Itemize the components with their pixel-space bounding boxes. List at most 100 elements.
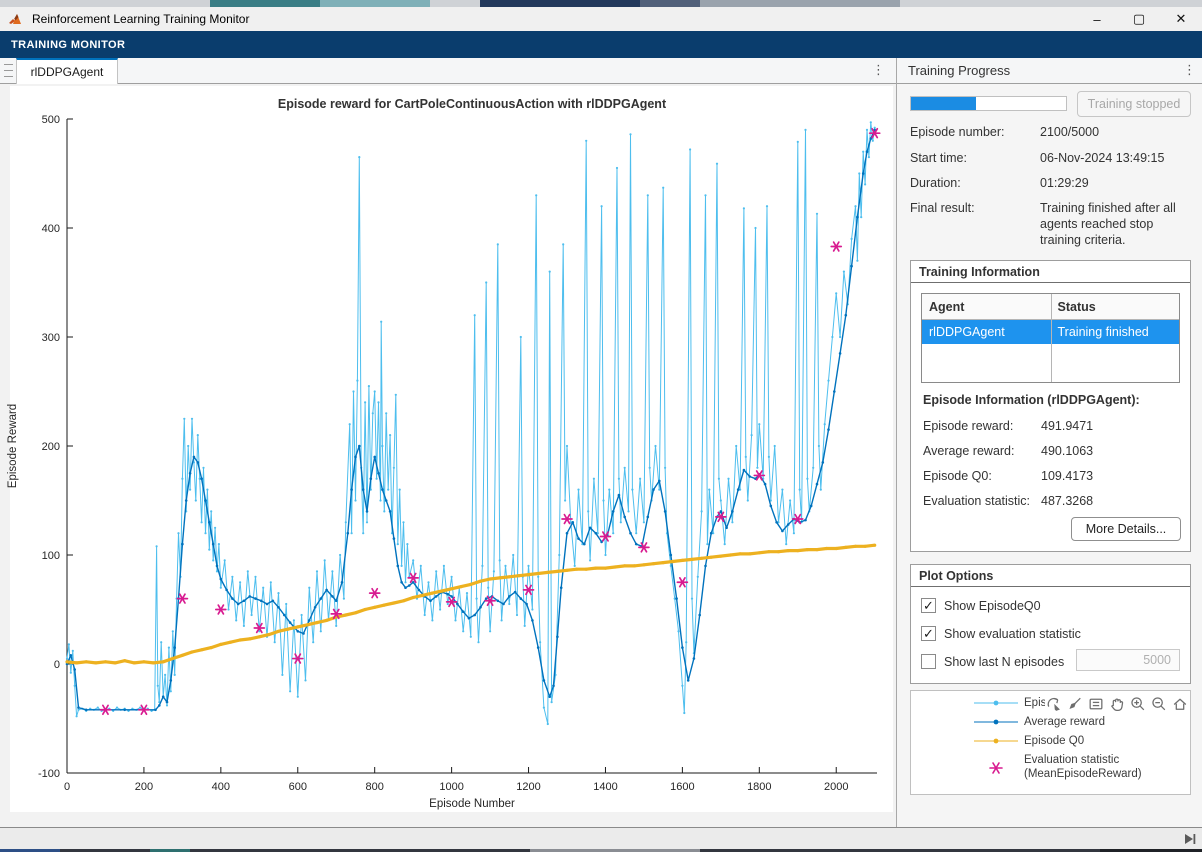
legend-entry-episode-q0: Episode Q0	[911, 735, 1084, 747]
pan-icon[interactable]	[1108, 695, 1126, 713]
svg-text:200: 200	[42, 441, 60, 453]
checkbox-show-evaluation-statistic[interactable]: ✓ Show evaluation statistic	[921, 626, 1081, 641]
asterisk-sample-icon	[973, 759, 1019, 777]
svg-text:1400: 1400	[593, 781, 617, 793]
checkbox-label: Show evaluation statistic	[944, 627, 1081, 641]
desktop-fragment	[480, 0, 640, 7]
svg-text:500: 500	[42, 114, 60, 126]
plot-legend: Episode reward Average reward Episode Q0	[910, 690, 1191, 795]
training-stopped-button[interactable]: Training stopped	[1077, 91, 1191, 117]
right-panel-header: Training Progress ⋮	[897, 58, 1202, 84]
ribbon-tab-training-monitor[interactable]: TRAINING MONITOR	[11, 39, 125, 51]
agent-column-header[interactable]: Agent	[922, 294, 1051, 319]
tab-rlddpgagent[interactable]: rlDDPGAgent	[16, 58, 118, 84]
training-progress-bar	[910, 96, 1067, 111]
maximize-button[interactable]: ▢	[1118, 7, 1160, 31]
episode-number-value: 2100/5000	[1040, 125, 1099, 139]
svg-text:0: 0	[64, 781, 70, 793]
svg-text:400: 400	[42, 223, 60, 235]
svg-text:1600: 1600	[670, 781, 694, 793]
duration-label: Duration:	[910, 176, 961, 190]
start-time-label: Start time:	[910, 151, 967, 165]
final-result-label: Final result:	[910, 201, 975, 215]
agent-status-table: Agent Status rlDDPGAgent Training finish…	[921, 293, 1180, 383]
check-icon: ✓	[923, 626, 934, 642]
window-titlebar: Reinforcement Learning Training Monitor …	[0, 7, 1202, 31]
svg-text:Episode Number: Episode Number	[429, 798, 515, 810]
duration-value: 01:29:29	[1040, 176, 1089, 190]
figure-area: 0200400600800100012001400160018002000-10…	[0, 84, 896, 827]
column-divider	[1051, 294, 1052, 382]
checkbox-box[interactable]: ✓	[921, 654, 936, 669]
document-tab-bar: rlDDPGAgent ⋮	[0, 58, 897, 84]
checkbox-box[interactable]: ✓	[921, 598, 936, 613]
expand-statusbar-icon[interactable]	[1183, 832, 1197, 846]
episode-information-title: Episode Information (rlDDPGAgent):	[923, 393, 1140, 407]
export-icon[interactable]	[1045, 695, 1063, 713]
tab-options-kebab-icon[interactable]: ⋮	[872, 63, 885, 76]
window-title: Reinforcement Learning Training Monitor	[32, 12, 249, 26]
episode-number-label: Episode number:	[910, 125, 1005, 139]
checkbox-label: Show EpisodeQ0	[944, 599, 1041, 613]
drag-grip-icon[interactable]	[4, 64, 13, 77]
toolstrip-ribbon: TRAINING MONITOR	[0, 31, 1202, 58]
episode-reward-value: 491.9471	[1041, 419, 1093, 433]
agent-cell: rlDDPGAgent	[922, 320, 1051, 344]
desktop-fragment	[640, 0, 700, 7]
data-tips-icon[interactable]	[1087, 695, 1105, 713]
training-plot: 0200400600800100012001400160018002000-10…	[0, 84, 897, 827]
status-bar	[0, 827, 1202, 849]
training-progress-fill	[911, 97, 976, 110]
panel-options-kebab-icon[interactable]: ⋮	[1183, 63, 1196, 76]
svg-text:600: 600	[289, 781, 307, 793]
checkbox-show-episodeq0[interactable]: ✓ Show EpisodeQ0	[921, 598, 1041, 613]
plot-options-title: Plot Options	[911, 565, 1190, 587]
zoom-out-icon[interactable]	[1150, 695, 1168, 713]
desktop-fragment	[320, 0, 430, 7]
axes-toolbar	[1045, 694, 1190, 714]
svg-text:0: 0	[54, 659, 60, 671]
restore-view-home-icon[interactable]	[1171, 695, 1189, 713]
episode-q0-value: 109.4173	[1041, 469, 1093, 483]
svg-text:200: 200	[135, 781, 153, 793]
average-reward-value: 490.1063	[1041, 444, 1093, 458]
training-progress-panel: Training stopped Episode number: 2100/50…	[897, 84, 1202, 827]
training-information-title: Training Information	[911, 261, 1190, 283]
training-information-group: Training Information Agent Status rlDDPG…	[910, 260, 1191, 552]
svg-text:-100: -100	[38, 768, 60, 780]
checkbox-label: Show last N episodes	[944, 655, 1064, 669]
line-dot-sample-icon	[973, 736, 1019, 746]
status-column-header[interactable]: Status	[1051, 294, 1180, 319]
checkbox-box[interactable]: ✓	[921, 626, 936, 641]
desktop-fragment	[700, 0, 900, 7]
legend-entry-episode-reward: Episode reward	[911, 697, 1054, 709]
svg-text:400: 400	[212, 781, 230, 793]
legend-entry-evaluation-statistic: Evaluation statistic(MeanEpisodeReward)	[911, 754, 1142, 782]
final-result-value: Training finished after all agents reach…	[1040, 201, 1192, 248]
legend-label: Evaluation statistic(MeanEpisodeReward)	[1024, 754, 1142, 782]
line-dot-sample-icon	[973, 717, 1019, 727]
legend-entry-average-reward: Average reward	[911, 716, 1105, 728]
desktop-fragment	[210, 0, 320, 7]
svg-text:1200: 1200	[516, 781, 540, 793]
minimize-button[interactable]: –	[1076, 7, 1118, 31]
desktop-background-top	[0, 0, 1202, 7]
n-episodes-input[interactable]	[1076, 649, 1180, 671]
svg-text:300: 300	[42, 332, 60, 344]
svg-text:2000: 2000	[824, 781, 848, 793]
svg-text:Episode Reward: Episode Reward	[7, 404, 19, 488]
zoom-in-icon[interactable]	[1129, 695, 1147, 713]
legend-label: Average reward	[1024, 716, 1105, 728]
svg-text:1800: 1800	[747, 781, 771, 793]
average-reward-label: Average reward:	[923, 444, 1015, 458]
evaluation-statistic-value: 487.3268	[1041, 494, 1093, 508]
svg-text:1000: 1000	[439, 781, 463, 793]
more-details-button[interactable]: More Details...	[1071, 517, 1181, 541]
close-button[interactable]: ✕	[1160, 7, 1202, 31]
svg-text:800: 800	[366, 781, 384, 793]
status-cell: Training finished	[1051, 320, 1180, 344]
legend-label: Episode Q0	[1024, 735, 1084, 747]
line-dot-sample-icon	[973, 698, 1019, 708]
checkbox-show-last-n-episodes[interactable]: ✓ Show last N episodes	[921, 654, 1064, 669]
brush-icon[interactable]	[1066, 695, 1084, 713]
